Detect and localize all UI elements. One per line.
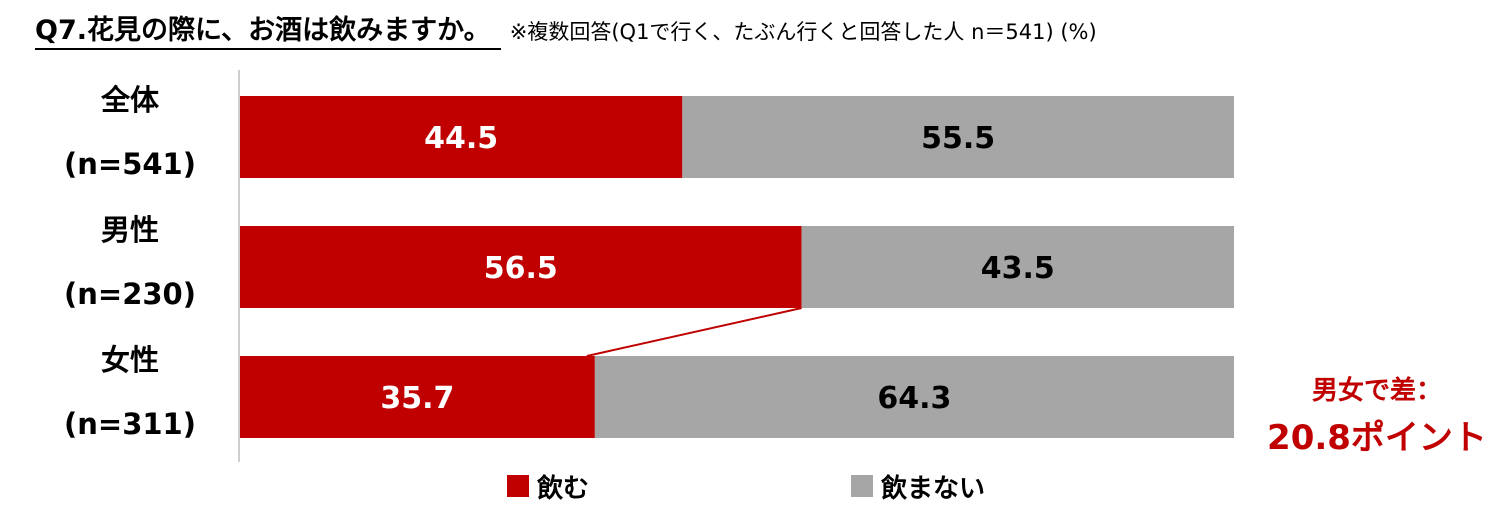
bar-drink-total [240, 96, 683, 178]
bar-drink-female [240, 356, 595, 438]
category-n-female: (n=311) [64, 407, 196, 441]
bar-drink-male [240, 226, 802, 308]
legend-swatch-drink [507, 475, 529, 497]
chart-title: Q7.花見の際に、お酒は飲みますか。 [35, 15, 501, 50]
bar-no-drink-male [801, 226, 1234, 308]
legend-label-no-drink: 飲まない [881, 473, 986, 504]
difference-connector-line [586, 307, 802, 357]
category-n-male: (n=230) [64, 277, 196, 311]
chart-title-row: Q7.花見の際に、お酒は飲みますか。 ※複数回答(Q1で行く、たぶん行くと回答し… [35, 8, 1097, 50]
legend-swatch-no-drink [851, 475, 873, 497]
data-label-no-drink-male: 43.5 [981, 251, 1055, 286]
category-label-male: 男性 [100, 213, 159, 247]
category-n-total: (n=541) [64, 147, 196, 181]
category-label-total: 全体 [100, 83, 159, 117]
difference-callout-value: 20.8ポイント [1267, 418, 1487, 458]
difference-callout-label: 男女で差： [1311, 376, 1442, 406]
category-label-female: 女性 [100, 343, 159, 377]
legend-item-drink: 飲む [507, 471, 589, 504]
chart-note: ※複数回答(Q1で行く、たぶん行くと回答した人 n＝541) (%) [509, 20, 1097, 44]
data-label-no-drink-total: 55.5 [921, 121, 995, 156]
legend-item-no-drink: 飲まない [851, 471, 985, 504]
data-label-drink-male: 56.5 [484, 251, 558, 286]
bar-no-drink-female [594, 356, 1234, 438]
data-label-drink-total: 44.5 [424, 121, 498, 156]
data-label-drink-female: 35.7 [380, 381, 454, 416]
bar-no-drink-total [682, 96, 1234, 178]
legend-label-drink: 飲む [537, 473, 590, 504]
data-label-no-drink-female: 64.3 [877, 381, 951, 416]
